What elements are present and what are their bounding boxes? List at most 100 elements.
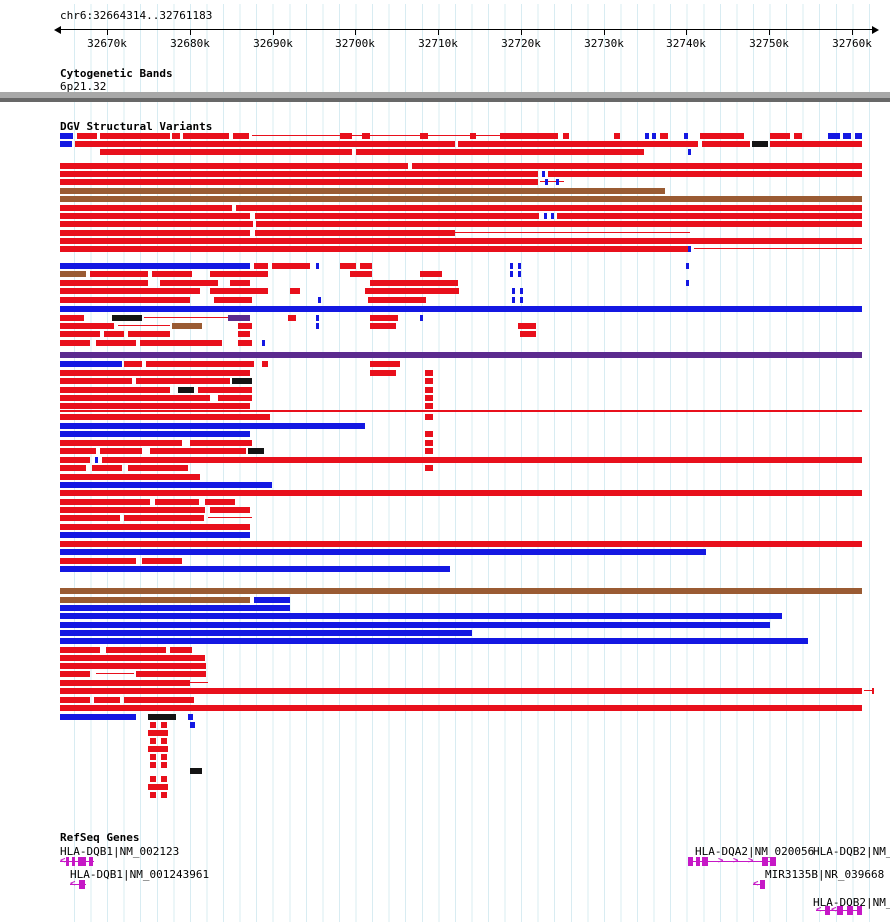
- variant-segment[interactable]: [60, 179, 538, 185]
- variant-segment[interactable]: [794, 133, 802, 139]
- variant-segment[interactable]: [510, 263, 513, 269]
- variant-segment[interactable]: [112, 315, 142, 321]
- gene-exon[interactable]: [770, 857, 776, 866]
- variant-segment[interactable]: [660, 133, 668, 139]
- variant-segment[interactable]: [255, 213, 539, 219]
- variant-segment[interactable]: [60, 549, 706, 555]
- variant-segment[interactable]: [652, 133, 656, 139]
- variant-segment[interactable]: [557, 213, 862, 219]
- variant-segment[interactable]: [190, 440, 252, 446]
- variant-segment[interactable]: [864, 690, 874, 691]
- variant-segment[interactable]: [77, 133, 97, 139]
- variant-segment[interactable]: [188, 714, 193, 720]
- variant-segment[interactable]: [60, 141, 72, 147]
- variant-segment[interactable]: [362, 133, 370, 139]
- variant-segment[interactable]: [144, 317, 228, 318]
- variant-segment[interactable]: [60, 499, 150, 505]
- variant-segment[interactable]: [60, 323, 114, 329]
- variant-segment[interactable]: [60, 524, 250, 530]
- variant-segment[interactable]: [545, 179, 548, 185]
- variant-segment[interactable]: [172, 323, 202, 329]
- variant-segment[interactable]: [60, 482, 272, 488]
- variant-segment[interactable]: [161, 738, 167, 744]
- variant-segment[interactable]: [60, 288, 200, 294]
- variant-segment[interactable]: [148, 474, 200, 480]
- variant-segment[interactable]: [365, 288, 459, 294]
- variant-segment[interactable]: [148, 730, 168, 736]
- variant-segment[interactable]: [150, 663, 206, 669]
- variant-segment[interactable]: [60, 414, 270, 420]
- variant-segment[interactable]: [60, 474, 180, 480]
- variant-segment[interactable]: [425, 440, 433, 446]
- variant-segment[interactable]: [160, 280, 218, 286]
- variant-segment[interactable]: [60, 280, 148, 286]
- variant-segment[interactable]: [150, 762, 156, 768]
- variant-segment[interactable]: [412, 163, 862, 169]
- variant-segment[interactable]: [60, 448, 96, 454]
- variant-segment[interactable]: [316, 323, 319, 329]
- variant-segment[interactable]: [210, 288, 268, 294]
- variant-segment[interactable]: [161, 792, 167, 798]
- variant-segment[interactable]: [90, 271, 148, 277]
- variant-segment[interactable]: [60, 705, 862, 711]
- variant-segment[interactable]: [316, 263, 319, 269]
- variant-segment[interactable]: [161, 762, 167, 768]
- variant-segment[interactable]: [60, 630, 472, 636]
- variant-segment[interactable]: [520, 288, 523, 294]
- gene-label[interactable]: HLA-DQB2|NM_: [813, 896, 890, 909]
- variant-segment[interactable]: [770, 133, 790, 139]
- variant-segment[interactable]: [855, 133, 862, 139]
- variant-segment[interactable]: [150, 792, 156, 798]
- variant-segment[interactable]: [340, 133, 352, 139]
- variant-segment[interactable]: [232, 378, 252, 384]
- variant-segment[interactable]: [425, 448, 433, 454]
- variant-segment[interactable]: [60, 588, 862, 594]
- variant-segment[interactable]: [228, 315, 250, 321]
- variant-segment[interactable]: [828, 133, 840, 139]
- variant-segment[interactable]: [512, 297, 515, 303]
- variant-segment[interactable]: [686, 280, 689, 286]
- variant-segment[interactable]: [124, 697, 194, 703]
- variant-segment[interactable]: [60, 205, 232, 211]
- gene-exon[interactable]: [72, 857, 75, 866]
- variant-segment[interactable]: [256, 221, 862, 227]
- variant-segment[interactable]: [128, 331, 170, 337]
- variant-segment[interactable]: [60, 403, 250, 409]
- variant-segment[interactable]: [60, 378, 132, 384]
- variant-segment[interactable]: [60, 597, 250, 603]
- variant-segment[interactable]: [233, 133, 249, 139]
- variant-segment[interactable]: [60, 671, 90, 677]
- variant-segment[interactable]: [420, 315, 423, 321]
- variant-segment[interactable]: [230, 280, 250, 286]
- variant-segment[interactable]: [60, 440, 182, 446]
- variant-segment[interactable]: [172, 133, 180, 139]
- gene-label[interactable]: HLA-DQB2|NM_: [813, 845, 890, 858]
- variant-segment[interactable]: [368, 297, 426, 303]
- variant-segment[interactable]: [60, 361, 122, 367]
- variant-segment[interactable]: [218, 395, 252, 401]
- variant-segment[interactable]: [512, 288, 515, 294]
- variant-segment[interactable]: [425, 414, 433, 420]
- variant-segment[interactable]: [236, 205, 862, 211]
- variant-segment[interactable]: [170, 647, 192, 653]
- variant-segment[interactable]: [425, 378, 433, 384]
- variant-segment[interactable]: [148, 746, 168, 752]
- variant-segment[interactable]: [350, 271, 372, 277]
- variant-segment[interactable]: [370, 361, 400, 367]
- variant-segment[interactable]: [60, 532, 250, 538]
- variant-segment[interactable]: [425, 431, 433, 437]
- variant-segment[interactable]: [458, 141, 698, 147]
- variant-segment[interactable]: [255, 230, 455, 236]
- variant-segment[interactable]: [60, 507, 205, 513]
- variant-segment[interactable]: [60, 558, 136, 564]
- variant-segment[interactable]: [518, 263, 521, 269]
- variant-segment[interactable]: [702, 141, 750, 147]
- gene-exon[interactable]: [762, 857, 768, 866]
- variant-segment[interactable]: [60, 655, 205, 661]
- gene-exon[interactable]: [688, 857, 693, 866]
- variant-segment[interactable]: [161, 722, 167, 728]
- variant-segment[interactable]: [60, 163, 408, 169]
- variant-segment[interactable]: [425, 395, 433, 401]
- variant-segment[interactable]: [60, 410, 862, 412]
- variant-segment[interactable]: [60, 387, 170, 393]
